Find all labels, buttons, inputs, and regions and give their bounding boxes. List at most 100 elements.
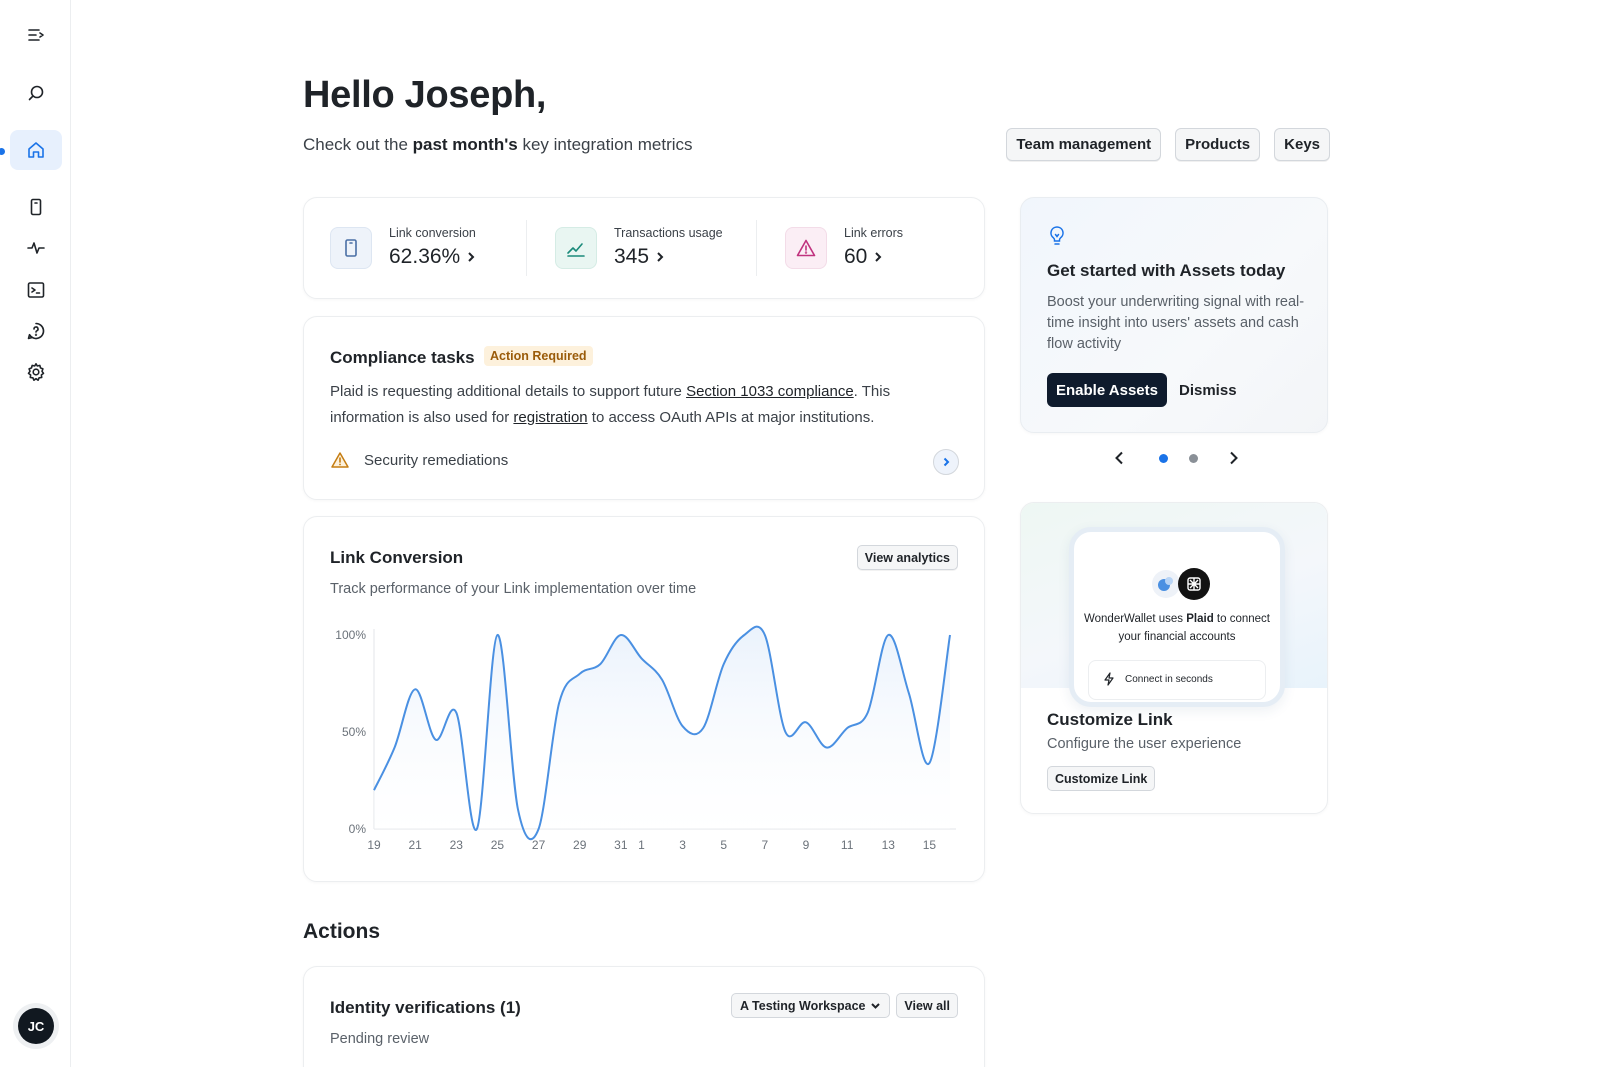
warning-icon — [785, 226, 827, 269]
chart-line-icon — [555, 226, 597, 269]
compliance-text-3: to access OAuth APIs at major institutio… — [587, 409, 875, 426]
chart-subtitle: Track performance of your Link implement… — [330, 581, 697, 597]
search-icon — [28, 85, 44, 101]
y-tick-label: 0% — [349, 822, 367, 836]
subtitle-post: key integration metrics — [517, 135, 693, 154]
link-conversion-card: Link Conversion Track performance of you… — [303, 516, 985, 882]
compliance-text-1: Plaid is requesting additional details t… — [330, 383, 687, 400]
products-button[interactable]: Products — [1175, 128, 1261, 161]
phone-text: WonderWallet uses Plaid to connect your … — [1074, 610, 1280, 646]
x-tick-label: 5 — [720, 838, 727, 852]
metric-label: Transactions usage — [614, 226, 723, 240]
customize-subtitle: Configure the user experience — [1047, 736, 1242, 752]
x-tick-label: 23 — [450, 838, 464, 852]
x-tick-label: 19 — [367, 838, 381, 852]
team-management-button[interactable]: Team management — [1006, 128, 1162, 161]
link-conversion-chart: 0%50%100%19 21 23 25 27 29 31 1 3 5 7 9 11 13 15 — [335, 625, 956, 852]
home-icon — [28, 142, 44, 158]
page-subtitle: Check out the past month's key integrati… — [303, 135, 693, 155]
wonderwallet-logo — [1152, 570, 1180, 598]
sidebar: JC — [0, 0, 71, 1067]
y-tick-label: 50% — [342, 725, 366, 739]
sidebar-item-terminal[interactable] — [10, 270, 62, 310]
carousel-dot-2[interactable] — [1189, 454, 1198, 463]
sidebar-item-home[interactable] — [10, 130, 62, 170]
sidebar-item-settings[interactable] — [10, 352, 62, 392]
divider — [526, 220, 527, 276]
promo-title: Get started with Assets today — [1047, 261, 1286, 280]
sidebar-item-phone[interactable] — [10, 187, 62, 227]
plaid-logo — [1178, 568, 1210, 600]
chevron-right-icon — [657, 252, 664, 262]
x-tick-label: 13 — [882, 838, 896, 852]
activity-icon — [27, 242, 45, 254]
x-tick-label: 1 — [638, 838, 645, 852]
metric-value-wrap: 345 — [614, 245, 723, 269]
carousel-next-button[interactable] — [1225, 450, 1241, 466]
sidebar-item-search[interactable] — [10, 73, 62, 113]
lightbulb-icon — [1050, 226, 1064, 245]
workspace-select[interactable]: A Testing Workspace — [731, 993, 890, 1018]
security-remediations-task[interactable]: Security remediations — [330, 450, 508, 470]
customize-link-card: WonderWallet uses Plaid to connect your … — [1020, 502, 1328, 814]
metric-transactions-usage[interactable]: Transactions usage 345 — [555, 226, 723, 269]
task-label: Security remediations — [364, 451, 509, 469]
customize-link-button[interactable]: Customize Link — [1047, 766, 1156, 791]
registration-link[interactable]: registration — [513, 409, 588, 426]
metric-value-wrap: 62.36% — [389, 245, 478, 269]
metric-value: 60 — [844, 245, 868, 268]
chevron-right-icon — [943, 457, 950, 467]
header-buttons: Team management Products Keys — [1006, 128, 1330, 161]
dismiss-button[interactable]: Dismiss — [1179, 381, 1237, 399]
brand-logos — [1152, 568, 1212, 600]
collapse-icon — [28, 29, 44, 41]
section-1033-link[interactable]: Section 1033 compliance — [686, 383, 854, 400]
x-tick-label: 11 — [841, 838, 854, 852]
metrics-card: Link conversion 62.36% Transactions usag… — [303, 197, 985, 299]
sidebar-item-activity[interactable] — [10, 228, 62, 268]
sidebar-collapse-button[interactable] — [10, 15, 62, 55]
actions-heading: Actions — [303, 920, 381, 943]
connect-feature-row: Connect in seconds — [1088, 660, 1266, 700]
metric-link-errors[interactable]: Link errors 60 — [785, 226, 903, 269]
lightning-icon — [1104, 672, 1114, 686]
y-tick-label: 100% — [335, 628, 366, 642]
carousel-controls — [1108, 448, 1240, 470]
compliance-card: Compliance tasks Action Required Plaid i… — [303, 316, 985, 500]
phone-text-post: to connect your financial accounts — [1118, 613, 1271, 643]
chevron-down-icon — [870, 1003, 880, 1009]
identity-subtitle: Pending review — [330, 1031, 430, 1047]
task-open-button[interactable] — [933, 449, 959, 475]
series-line — [373, 625, 951, 841]
view-analytics-button[interactable]: View analytics — [856, 545, 958, 570]
carousel-dot-1[interactable] — [1159, 454, 1168, 463]
sidebar-item-help[interactable] — [10, 311, 62, 351]
phone-icon — [330, 226, 372, 269]
assets-promo-card: Get started with Assets today Boost your… — [1020, 197, 1328, 433]
page-title: Hello Joseph, — [303, 74, 547, 116]
metric-label: Link conversion — [389, 226, 476, 240]
terminal-icon — [27, 282, 45, 298]
x-tick-label: 15 — [923, 838, 937, 852]
metric-value-wrap: 60 — [844, 245, 903, 269]
subtitle-pre: Check out the — [303, 135, 413, 154]
phone-icon — [30, 198, 42, 216]
compliance-text-2: . This information is also used for — [330, 383, 891, 426]
metric-link-conversion[interactable]: Link conversion 62.36% — [330, 226, 478, 269]
subtitle-bold: past month's — [412, 135, 518, 154]
workspace-select-label: A Testing Workspace — [740, 998, 866, 1013]
enable-assets-button[interactable]: Enable Assets — [1047, 373, 1167, 407]
status-badge: Action Required — [484, 346, 593, 366]
avatar[interactable]: JC — [18, 1008, 54, 1044]
x-tick-label: 29 — [573, 838, 587, 852]
identity-verifications-card: Identity verifications (1) Pending revie… — [303, 966, 985, 1067]
x-tick-label: 31 — [614, 838, 628, 852]
phone-mockup: WonderWallet uses Plaid to connect your … — [1069, 527, 1285, 707]
phone-text-bold: Plaid — [1186, 613, 1214, 625]
connect-feature-label: Connect in seconds — [1125, 674, 1213, 685]
keys-button[interactable]: Keys — [1274, 128, 1330, 161]
phone-text-pre: WonderWallet uses — [1083, 613, 1187, 625]
view-all-button[interactable]: View all — [896, 993, 958, 1018]
customize-title: Customize Link — [1047, 710, 1173, 729]
carousel-prev-button[interactable] — [1112, 450, 1128, 466]
